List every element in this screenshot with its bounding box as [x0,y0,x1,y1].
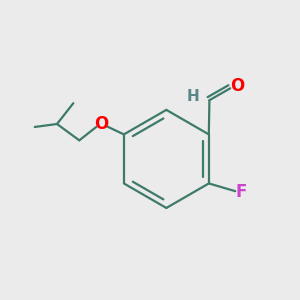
Text: O: O [230,77,244,95]
Text: H: H [187,89,200,104]
Text: O: O [94,115,109,133]
Text: F: F [236,183,247,201]
